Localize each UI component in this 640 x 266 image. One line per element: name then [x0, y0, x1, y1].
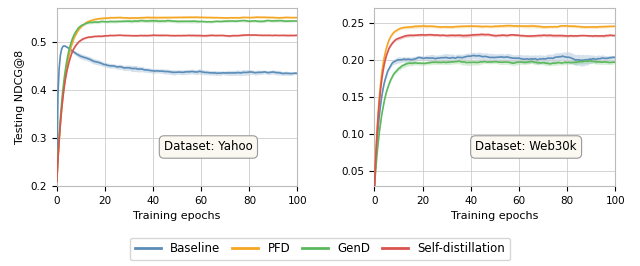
- Text: Dataset: Yahoo: Dataset: Yahoo: [164, 140, 253, 153]
- X-axis label: Training epochs: Training epochs: [451, 211, 538, 222]
- Legend: Baseline, PFD, GenD, Self-distillation: Baseline, PFD, GenD, Self-distillation: [130, 238, 510, 260]
- X-axis label: Training epochs: Training epochs: [133, 211, 221, 222]
- Y-axis label: Testing NDCG@8: Testing NDCG@8: [15, 50, 25, 144]
- Text: Dataset: Web30k: Dataset: Web30k: [476, 140, 577, 153]
